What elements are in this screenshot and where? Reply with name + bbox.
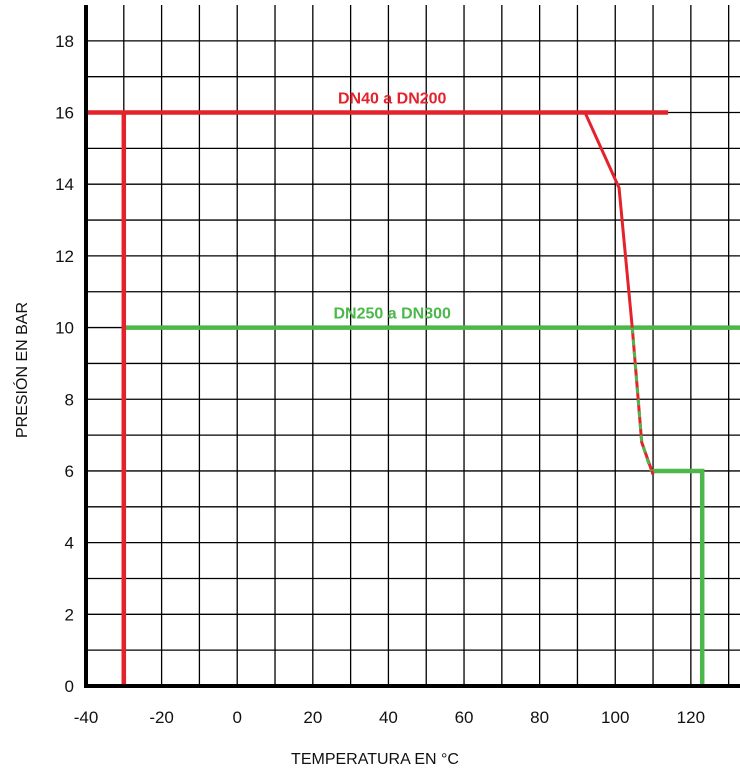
y-tick-label: 0: [65, 677, 74, 696]
series-label-dn250-dn300: DN250 a DN300: [334, 306, 452, 323]
x-axis-title: TEMPERATURA EN °C: [291, 751, 459, 768]
y-tick-label: 14: [55, 175, 74, 194]
x-tick-label: -40: [74, 708, 99, 727]
x-tick-label: 0: [232, 708, 241, 727]
y-tick-label: 4: [65, 534, 74, 553]
series-labels: DN40 a DN200 DN250 a DN300: [334, 91, 452, 323]
x-tick-label: 80: [530, 708, 549, 727]
x-tick-label: 60: [455, 708, 474, 727]
plot-frame: [84, 5, 740, 688]
y-tick-label: 2: [65, 605, 74, 624]
tick-labels: -40 -20 0 20 40 60 80 100 120 0 2 4 6 8 10 12 14 16 18: [55, 32, 705, 727]
y-tick-label: 10: [55, 319, 74, 338]
x-tick-label: 20: [303, 708, 322, 727]
x-tick-label: 40: [379, 708, 398, 727]
series-line-dn40-dn200: [86, 110, 669, 686]
y-axis-title: PRESIÓN EN BAR: [12, 302, 31, 438]
series-step-dn250-dn300: [651, 468, 705, 686]
grid: [86, 5, 740, 686]
series-lines: [86, 110, 740, 686]
series-curve-dn250-dn300: [630, 327, 653, 472]
x-tick-label: -20: [149, 708, 174, 727]
y-tick-label: 12: [55, 247, 74, 266]
y-tick-label: 16: [55, 104, 74, 123]
y-tick-label: 8: [65, 390, 74, 409]
x-tick-label: 120: [677, 708, 705, 727]
x-tick-label: 100: [601, 708, 629, 727]
series-label-dn40-dn200: DN40 a DN200: [338, 91, 447, 108]
y-tick-label: 18: [55, 32, 74, 51]
series-curve-dn40-dn200: [583, 111, 655, 476]
y-tick-label: 6: [65, 462, 74, 481]
